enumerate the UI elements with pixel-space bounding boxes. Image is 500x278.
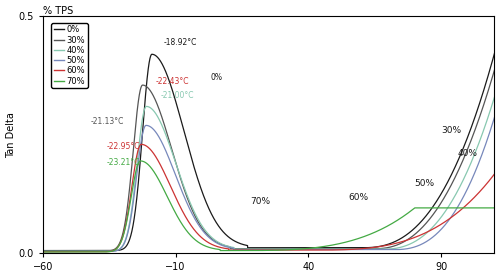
Text: -21.00°C: -21.00°C (161, 91, 194, 100)
Text: -23.21°C: -23.21°C (106, 158, 140, 167)
Text: 0%: 0% (210, 73, 222, 83)
Text: 50%: 50% (414, 179, 435, 188)
Text: 30%: 30% (442, 126, 462, 135)
Y-axis label: Tan Delta: Tan Delta (6, 112, 16, 158)
Text: -21.13°C: -21.13°C (90, 117, 124, 126)
Text: -22.43°C: -22.43°C (156, 77, 189, 86)
Text: -18.92°C: -18.92°C (164, 38, 197, 47)
Text: 40%: 40% (457, 149, 477, 158)
Text: % TPS: % TPS (42, 6, 73, 16)
Text: 60%: 60% (348, 193, 368, 202)
Legend: 0%, 30%, 40%, 50%, 60%, 70%: 0%, 30%, 40%, 50%, 60%, 70% (52, 23, 88, 88)
Text: -22.95°C: -22.95°C (106, 142, 140, 151)
Text: 70%: 70% (250, 197, 270, 206)
